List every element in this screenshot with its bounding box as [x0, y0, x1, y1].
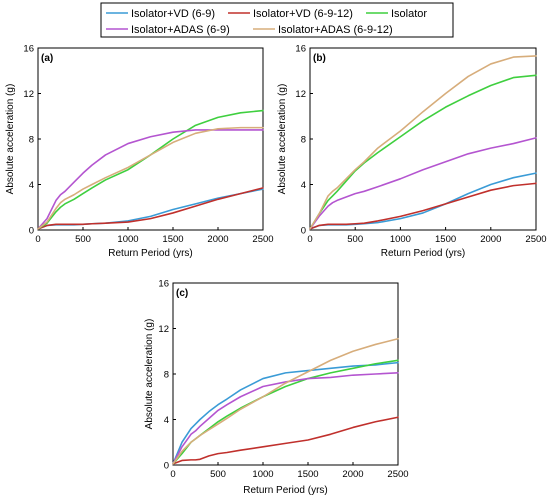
y-tick-label-a-8: 8	[29, 135, 34, 146]
series-lines-b	[309, 55, 537, 230]
series-line-c-isolator	[172, 359, 399, 465]
x-tick-label-c-500: 500	[210, 469, 226, 480]
x-tick-label-b-500: 500	[347, 234, 363, 245]
legend: Isolator+VD (6-9) Isolator+VD (6-9-12) I…	[100, 2, 454, 38]
x-tick-label-c-2000: 2000	[342, 469, 363, 480]
series-line-a-isolator-adas-6-9-12	[37, 126, 264, 230]
series-line-a-isolator-adas-6-9	[37, 129, 264, 230]
x-tick-label-b-2500: 2500	[525, 234, 546, 245]
legend-label-isolator-vd-6-9-12: Isolator+VD (6-9-12)	[253, 8, 353, 20]
y-tick-label-c-4: 4	[164, 415, 169, 426]
series-lines-c	[172, 337, 399, 465]
y-tick-label-b-16: 16	[295, 44, 306, 55]
series-line-a-isolator-vd-6-9-12	[37, 187, 264, 230]
x-axis-title-c: Return Period (yrs)	[243, 485, 327, 496]
panel-label-c: (c)	[176, 288, 188, 299]
legend-entry-isolator-vd-6-9-12: Isolator+VD (6-9-12)	[228, 8, 353, 20]
legend-entry-isolator-adas-6-9: Isolator+ADAS (6-9)	[106, 24, 230, 36]
x-tick-label-a-1500: 1500	[162, 234, 183, 245]
y-axis-title-a: Absolute acceleration (g)	[5, 84, 16, 195]
legend-entry-isolator-vd-6-9: Isolator+VD (6-9)	[106, 8, 215, 20]
x-tick-label-b-0: 0	[307, 234, 312, 245]
panel-c: (c) 0 500 1000 1500 2000 2500 0 4 8 12 16 Return P…	[144, 279, 409, 497]
series-lines-a	[37, 109, 264, 230]
y-tick-label-b-12: 12	[295, 89, 306, 100]
x-tick-label-a-1000: 1000	[117, 234, 138, 245]
x-axis-title-a: Return Period (yrs)	[108, 248, 192, 259]
ticks-a: 0 500 1000 1500 2000 2500 0 4 8 12 16	[23, 44, 273, 246]
x-tick-label-a-2500: 2500	[252, 234, 273, 245]
x-tick-label-c-1000: 1000	[252, 469, 273, 480]
x-tick-label-c-0: 0	[170, 469, 175, 480]
plot-area-a	[37, 47, 264, 231]
panel-b: (b) 0 500 1000 1500 2000 2500 0 4 8 12 16 Return P…	[277, 44, 547, 260]
y-tick-label-a-0: 0	[29, 226, 34, 237]
x-tick-label-c-1500: 1500	[297, 469, 318, 480]
y-tick-label-a-4: 4	[29, 180, 34, 191]
y-tick-label-b-4: 4	[301, 180, 306, 191]
x-axis-title-b: Return Period (yrs)	[381, 248, 465, 259]
y-axis-title-b: Absolute acceleration (g)	[277, 84, 288, 195]
x-tick-label-c-2500: 2500	[387, 469, 408, 480]
series-line-b-isolator	[309, 74, 537, 230]
panel-label-b: (b)	[313, 53, 326, 64]
y-axis-title-c: Absolute acceleration (g)	[144, 319, 155, 430]
y-tick-label-b-8: 8	[301, 135, 306, 146]
ticks-b: 0 500 1000 1500 2000 2500 0 4 8 12 16	[295, 44, 546, 246]
legend-entry-isolator-adas-6-9-12: Isolator+ADAS (6-9-12)	[253, 24, 393, 36]
y-tick-label-c-12: 12	[158, 324, 169, 335]
series-line-a-isolator	[37, 109, 264, 230]
series-line-c-isolator-adas-6-9-12	[172, 337, 399, 465]
x-tick-label-b-1000: 1000	[390, 234, 411, 245]
x-tick-label-b-2000: 2000	[480, 234, 501, 245]
legend-entry-isolator: Isolator	[366, 8, 427, 20]
y-tick-label-c-0: 0	[164, 461, 169, 472]
series-line-c-isolator-adas-6-9	[172, 372, 399, 465]
series-line-c-isolator-vd-6-9-12	[172, 416, 399, 465]
legend-label-isolator: Isolator	[391, 8, 427, 20]
series-line-b-isolator-adas-6-9	[309, 137, 537, 230]
series-line-b-isolator-vd-6-9-12	[309, 182, 537, 230]
y-tick-label-a-16: 16	[23, 44, 34, 55]
x-tick-label-a-0: 0	[35, 234, 40, 245]
x-tick-label-a-2000: 2000	[207, 234, 228, 245]
legend-label-isolator-adas-6-9-12: Isolator+ADAS (6-9-12)	[278, 24, 393, 36]
panel-label-a: (a)	[41, 53, 53, 64]
x-tick-label-b-1500: 1500	[435, 234, 456, 245]
ticks-c: 0 500 1000 1500 2000 2500 0 4 8 12 16	[158, 279, 408, 481]
legend-label-isolator-vd-6-9: Isolator+VD (6-9)	[131, 8, 215, 20]
legend-label-isolator-adas-6-9: Isolator+ADAS (6-9)	[131, 24, 230, 36]
panel-a: (a) 0 500 1000 1500 2000 2500 0 4 8 12 16 Return P…	[5, 44, 274, 260]
y-tick-label-c-16: 16	[158, 279, 169, 290]
series-line-c-isolator-vd-6-9	[172, 361, 399, 465]
x-tick-label-a-500: 500	[75, 234, 91, 245]
legend-frame	[100, 2, 454, 38]
y-tick-label-b-0: 0	[301, 226, 306, 237]
plot-area-b	[309, 47, 537, 231]
series-line-b-isolator-adas-6-9-12	[309, 55, 537, 230]
y-tick-label-c-8: 8	[164, 370, 169, 381]
y-tick-label-a-12: 12	[23, 89, 34, 100]
